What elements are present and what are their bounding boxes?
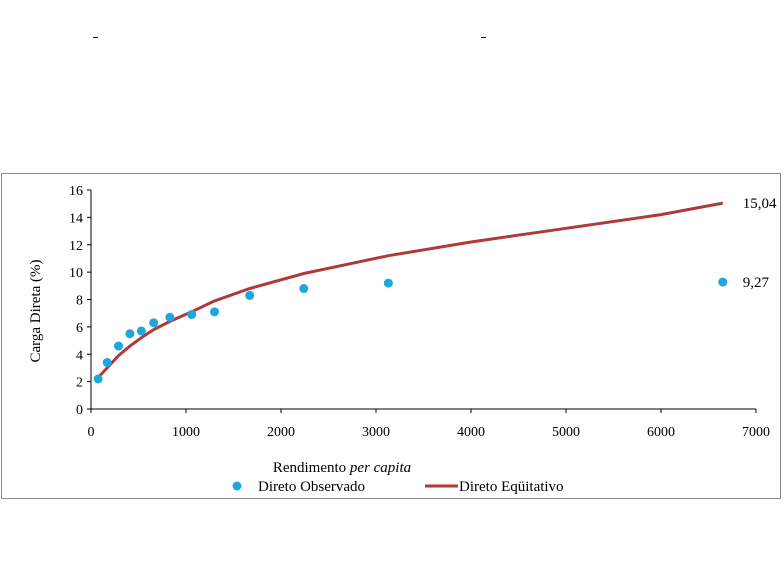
legend: Direto Observado Direto Eqüitativo (232, 479, 564, 495)
y-tick-label: 4 (76, 348, 83, 363)
x-tick-label: 1000 (172, 425, 200, 440)
observed-point (165, 312, 175, 322)
y-tick-label: 14 (69, 211, 83, 226)
x-tick-label: 7000 (742, 425, 770, 440)
y-tick-label: 16 (69, 184, 83, 199)
x-tick-label: 4000 (457, 425, 485, 440)
plot-area: 15,04 9,27 (93, 196, 777, 384)
x-tick-label: 3000 (362, 425, 390, 440)
y-tick-label: 12 (69, 239, 83, 254)
observed-point (149, 318, 159, 328)
observed-point (718, 277, 728, 287)
observed-point (102, 357, 112, 367)
header-dash-right (481, 37, 486, 38)
observed-point (210, 307, 219, 317)
y-tick-label: 10 (69, 266, 83, 281)
legend-equitable-label: Direto Eqüitativo (459, 479, 564, 495)
x-axis-label-italic: per capita (349, 460, 411, 476)
x-axis-label-prefix: Rendimento (273, 460, 350, 476)
axes: 0 2 4 6 8 10 12 14 16 0 1000 2000 3000 4000 5000 6000 70… (69, 184, 770, 440)
y-tick-label: 6 (76, 321, 83, 336)
observed-point (299, 284, 309, 294)
x-tick-label: 6000 (647, 425, 675, 440)
value-annotation: 15,04 (743, 196, 777, 212)
x-tick-label: 0 (88, 425, 95, 440)
y-axis-label: Carga Direta (%) (28, 259, 44, 362)
income-tax-burden-chart: 0 2 4 6 8 10 12 14 16 0 1000 2000 3000 4000 5000 6000 70… (28, 184, 777, 495)
observed-point (187, 310, 197, 320)
y-tick-label: 0 (76, 403, 83, 418)
legend-observed-label: Direto Observado (258, 479, 365, 495)
header-dash-left (93, 37, 98, 38)
observed-point (136, 326, 146, 336)
x-tick-label: 2000 (267, 425, 295, 440)
y-tick-label: 2 (76, 376, 83, 391)
x-tick-label: 5000 (552, 425, 580, 440)
y-tick-label: 8 (76, 294, 83, 309)
legend-observed-marker (232, 481, 242, 491)
value-annotation: 9,27 (743, 275, 770, 291)
observed-point (93, 374, 103, 384)
equitable-line (97, 201, 724, 379)
observed-point (245, 290, 255, 300)
chart-frame: 0 2 4 6 8 10 12 14 16 0 1000 2000 3000 4000 5000 6000 70… (1, 173, 781, 499)
observed-point (383, 278, 393, 288)
x-axis-label: Rendimento per capita (273, 460, 411, 476)
observed-point (114, 341, 124, 351)
observed-point (125, 329, 135, 339)
